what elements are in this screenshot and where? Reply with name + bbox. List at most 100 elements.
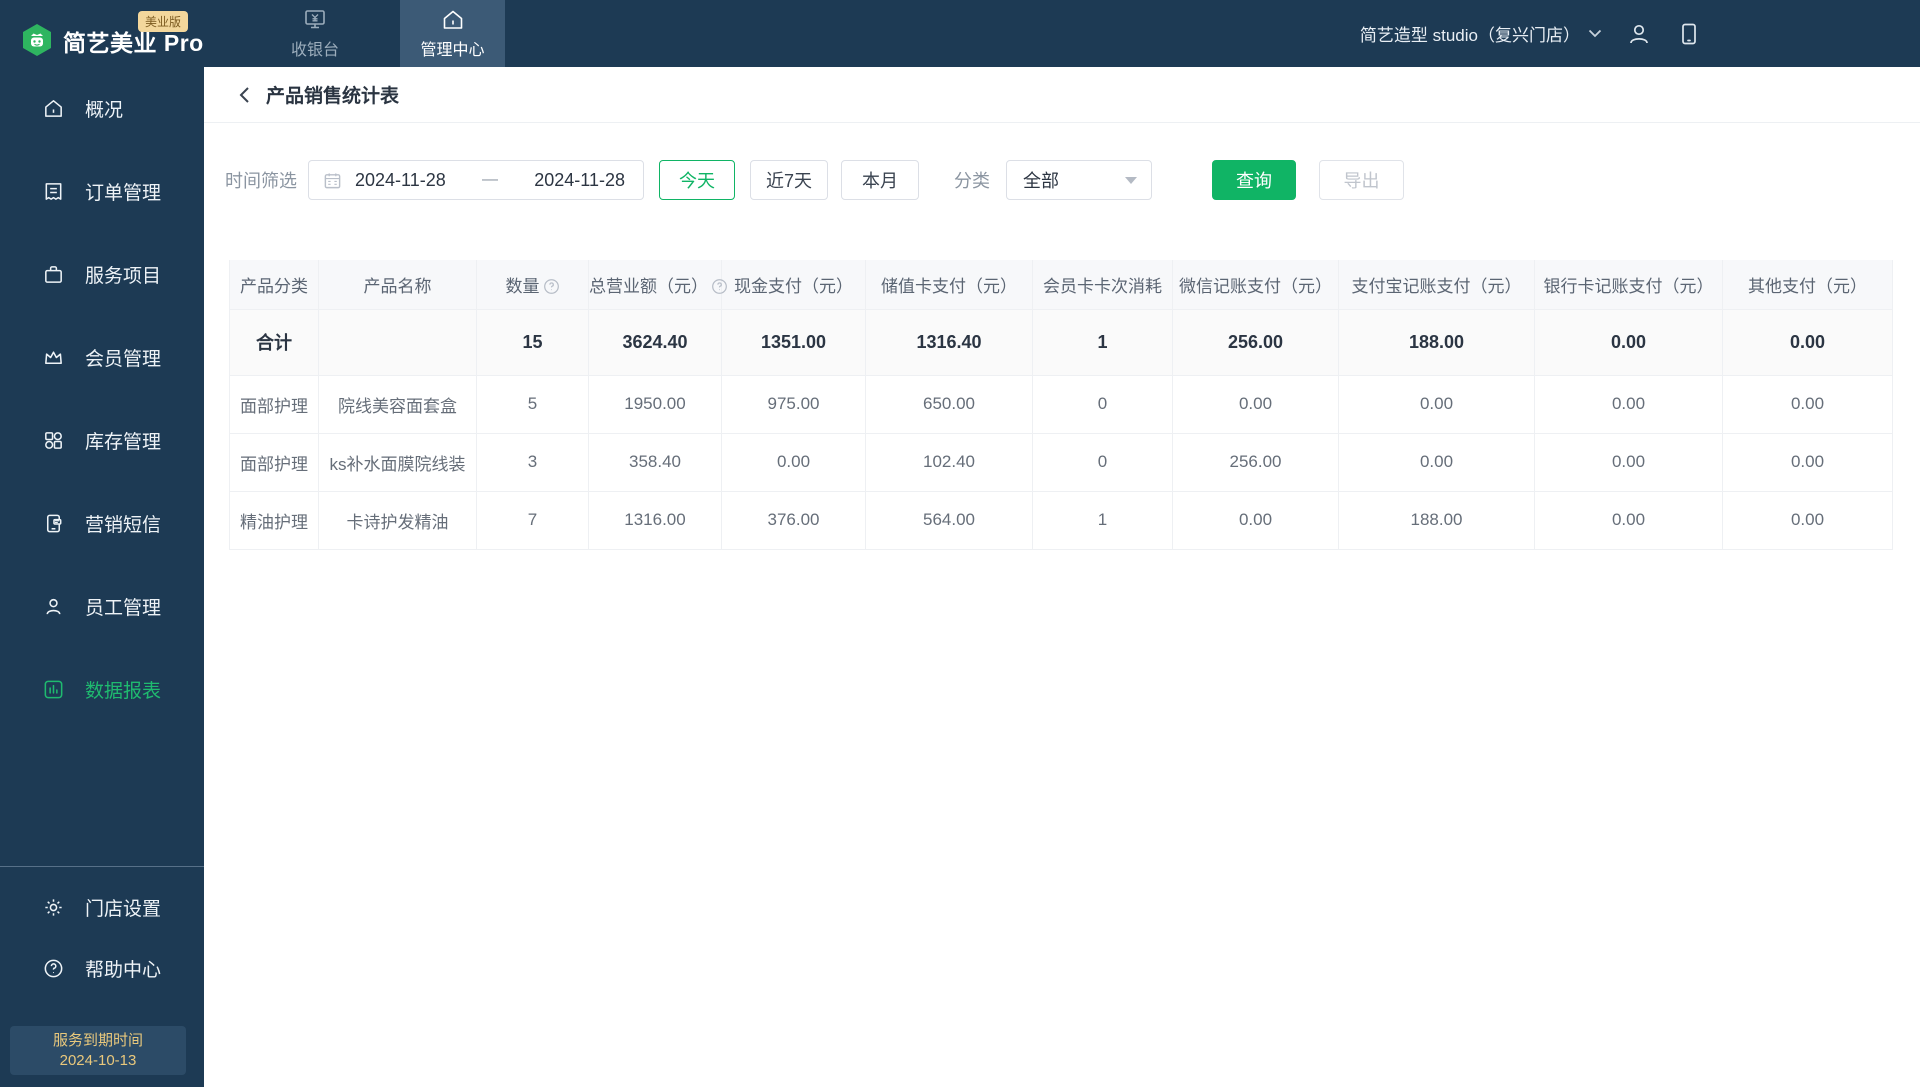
sidebar-footer: 门店设置 帮助中心 <box>0 866 204 999</box>
tab-admin-label: 管理中心 <box>420 42 485 59</box>
cell: 358.40 <box>588 432 722 492</box>
cell: 面部护理 <box>229 432 319 492</box>
col-header: 总营业额（元） <box>588 260 727 310</box>
help-circle-icon[interactable] <box>543 278 560 295</box>
page-title: 产品销售统计表 <box>266 86 400 107</box>
quick-filter-today-button[interactable]: 今天 <box>659 160 735 200</box>
caret-down-icon <box>1125 176 1137 184</box>
table-header-row: 产品分类 产品名称 数量 总营业额（元） 现金支付（元） 储值卡支付（元） 会员… <box>229 260 1893 310</box>
cell: 0.00 <box>1534 432 1723 492</box>
category-select[interactable]: 全部 <box>1006 160 1152 200</box>
date-range-input[interactable]: 2024-11-28 — 2024-11-28 <box>308 160 644 200</box>
sidebar-item-label: 库存管理 <box>85 432 162 453</box>
sidebar-item-label: 员工管理 <box>85 598 162 619</box>
tab-admin-center[interactable]: 管理中心 <box>400 0 505 67</box>
sidebar-item-orders[interactable]: 订单管理 <box>0 150 204 233</box>
mobile-device-icon[interactable] <box>1676 21 1702 47</box>
col-header: 数量 <box>476 260 589 310</box>
back-chevron-icon[interactable] <box>237 86 253 103</box>
cell: 0.00 <box>1722 308 1893 376</box>
cell: 1 <box>1032 308 1173 376</box>
cell: 0.00 <box>1722 490 1893 550</box>
sidebar-item-overview[interactable]: 概况 <box>0 67 204 150</box>
top-bar: 收银台 管理中心 简艺造型 studio（复兴门店） <box>0 0 1920 67</box>
cell: 1 <box>1032 490 1173 550</box>
col-header: 产品分类 <box>229 260 319 310</box>
brand-edition-badge: 美业版 <box>138 11 189 32</box>
col-header: 微信记账支付（元） <box>1172 260 1339 310</box>
cell: 7 <box>476 490 589 550</box>
cell: 1950.00 <box>588 374 722 434</box>
cell: 15 <box>476 308 589 376</box>
cell: 面部护理 <box>229 374 319 434</box>
col-header: 会员卡卡次消耗 <box>1032 260 1173 310</box>
sidebar-item-sms[interactable]: 营销短信 <box>0 482 204 565</box>
export-button[interactable]: 导出 <box>1319 160 1404 200</box>
sidebar-item-label: 会员管理 <box>85 349 162 370</box>
home-icon <box>42 97 65 120</box>
cell: 0.00 <box>1722 432 1893 492</box>
cashier-monitor-yen-icon <box>302 7 328 33</box>
user-account-icon[interactable] <box>1626 21 1652 47</box>
sidebar-item-label: 订单管理 <box>85 183 162 204</box>
store-switcher[interactable]: 简艺造型 studio（复兴门店） <box>1360 21 1602 46</box>
end-date-value: 2024-11-28 <box>534 169 625 190</box>
cell: 0 <box>1032 374 1173 434</box>
sidebar-item-inventory[interactable]: 库存管理 <box>0 399 204 482</box>
cell: 564.00 <box>865 490 1033 550</box>
cell: 650.00 <box>865 374 1033 434</box>
sidebar-item-help-center[interactable]: 帮助中心 <box>0 938 204 999</box>
cell: 0.00 <box>1172 490 1339 550</box>
sms-phone-icon <box>42 512 65 535</box>
home-icon <box>440 7 466 33</box>
query-button[interactable]: 查询 <box>1212 160 1296 200</box>
cell: 256.00 <box>1172 432 1339 492</box>
cell: 0.00 <box>1534 490 1723 550</box>
sidebar-item-reports[interactable]: 数据报表 <box>0 648 204 731</box>
tab-cashier-label: 收银台 <box>290 42 339 59</box>
sidebar-item-label: 门店设置 <box>85 899 162 920</box>
inventory-boxes-icon <box>42 429 65 452</box>
store-name: 简艺造型 studio（复兴门店） <box>1359 26 1580 45</box>
col-header: 支付宝记账支付（元） <box>1338 260 1535 310</box>
cell: 0.00 <box>1534 374 1723 434</box>
cell: 卡诗护发精油 <box>318 490 477 550</box>
sidebar-item-services[interactable]: 服务项目 <box>0 233 204 316</box>
category-selected-value: 全部 <box>1023 171 1059 191</box>
cell: 256.00 <box>1172 308 1339 376</box>
cell: 合计 <box>229 308 319 376</box>
sidebar-item-members[interactable]: 会员管理 <box>0 316 204 399</box>
chevron-down-icon <box>1588 29 1602 38</box>
cell: 院线美容面套盒 <box>318 374 477 434</box>
cell: 188.00 <box>1338 490 1535 550</box>
cell: 1316.00 <box>588 490 722 550</box>
filter-toolbar: 时间筛选 2024-11-28 — 2024-11-28 今天 近7天 本月 分… <box>204 160 1920 200</box>
service-expiry-notice: 服务到期时间 2024-10-13 <box>10 1026 186 1075</box>
summary-row: 合计 15 3624.40 1351.00 1316.40 1 256.00 1… <box>229 308 1893 376</box>
quick-filter-month-button[interactable]: 本月 <box>841 160 919 200</box>
cell: 3 <box>476 432 589 492</box>
person-icon <box>42 595 65 618</box>
cell: 0.00 <box>1172 374 1339 434</box>
cell: 975.00 <box>721 374 866 434</box>
cell: 376.00 <box>721 490 866 550</box>
brand-area: 简艺美业 Pro 美业版 <box>0 0 204 67</box>
sidebar-item-store-settings[interactable]: 门店设置 <box>0 877 204 938</box>
table-row: 面部护理 ks补水面膜院线装 3 358.40 0.00 102.40 0 25… <box>229 432 1893 492</box>
quick-filter-7days-button[interactable]: 近7天 <box>750 160 828 200</box>
cell: ks补水面膜院线装 <box>318 432 477 492</box>
col-header: 产品名称 <box>318 260 477 310</box>
table-row: 精油护理 卡诗护发精油 7 1316.00 376.00 564.00 1 0.… <box>229 490 1893 550</box>
calendar-icon <box>323 171 342 190</box>
expiry-label: 服务到期时间 <box>52 1031 143 1049</box>
sidebar-item-staff[interactable]: 员工管理 <box>0 565 204 648</box>
tab-cashier[interactable]: 收银台 <box>265 0 365 67</box>
category-filter-label: 分类 <box>954 171 990 191</box>
cell: 0.00 <box>1722 374 1893 434</box>
cell: 1351.00 <box>721 308 866 376</box>
date-separator: — <box>482 171 498 188</box>
crown-icon <box>42 346 65 369</box>
cell: 1316.40 <box>865 308 1033 376</box>
col-header: 储值卡支付（元） <box>865 260 1033 310</box>
help-circle-icon[interactable] <box>711 278 728 295</box>
